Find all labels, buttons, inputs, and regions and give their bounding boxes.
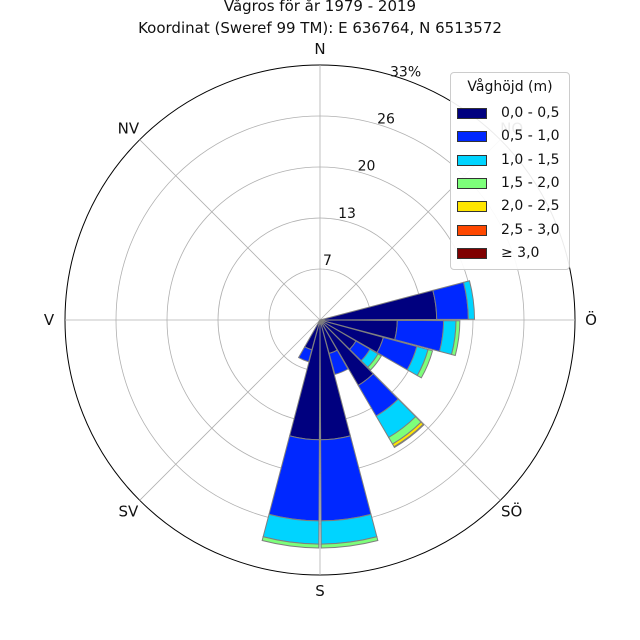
- rose-bar-segment: [393, 423, 425, 449]
- legend-label: 2,0 - 2,5: [501, 198, 560, 215]
- direction-label: V: [44, 311, 55, 329]
- legend-item: 0,5 - 1,0: [457, 127, 567, 147]
- legend-swatch: [457, 154, 487, 166]
- legend-swatch: [457, 224, 487, 236]
- direction-label: NV: [118, 119, 140, 137]
- legend-swatch: [457, 108, 487, 119]
- legend-item: 1,0 - 1,5: [457, 151, 567, 171]
- rose-bar-segment: [320, 536, 379, 549]
- direction-label: N: [314, 40, 325, 58]
- rose-bar-segment: [450, 320, 461, 357]
- rose-bar-segment: [319, 289, 438, 321]
- rose-bar-segment: [416, 348, 434, 379]
- rose-bar-segment: [320, 435, 372, 522]
- legend-swatch: [457, 201, 487, 213]
- rose-bar-segment: [268, 435, 320, 522]
- legend-item: 0,0 - 0,5: [457, 104, 567, 124]
- legend-label: 1,5 - 2,0: [501, 174, 560, 191]
- chart-title: Vågros för år 1979 - 2019: [223, 0, 417, 15]
- legend-item: 2,0 - 2,5: [457, 197, 567, 217]
- rose-bar-segment: [462, 280, 476, 320]
- radial-tick-label: 13: [338, 206, 356, 222]
- legend-swatch: [457, 177, 487, 189]
- radial-tick-label: 20: [358, 159, 376, 175]
- radial-tick-label: 33%: [390, 64, 421, 80]
- rose-bar-segment: [261, 536, 320, 549]
- legend-item: 1,5 - 2,0: [457, 174, 567, 194]
- grid-spoke: [139, 139, 321, 321]
- legend-label: ≥ 3,0: [501, 244, 540, 261]
- legend-label: 0,0 - 0,5: [501, 105, 560, 121]
- radial-tick-label: 7: [323, 253, 332, 269]
- direction-label: SÖ: [501, 502, 522, 521]
- legend-swatch: [457, 247, 487, 259]
- radial-tick-label: 26: [377, 112, 395, 128]
- rose-bars: [261, 280, 476, 549]
- legend-item: ≥ 3,0: [457, 244, 567, 264]
- rose-bar-segment: [367, 353, 383, 371]
- legend: Våghöjd (m) 0,0 - 0,5 0,5 - 1,0 1,0 - 1,5 1…: [450, 72, 570, 270]
- legend-title: Våghöjd (m): [467, 79, 553, 95]
- polar-grid: [64, 64, 576, 576]
- direction-label: S: [315, 582, 325, 600]
- rose-bar-segment: [432, 281, 469, 320]
- rose-bar-segment: [297, 346, 313, 363]
- direction-label: SV: [118, 503, 139, 521]
- legend-label: 2,5 - 3,0: [501, 221, 560, 238]
- legend-swatch: [457, 131, 487, 143]
- legend-label: 0,5 - 1,0: [501, 128, 560, 145]
- direction-label: Ö: [585, 310, 597, 329]
- chart-subtitle: Koordinat (Sweref 99 TM): E 636764, N 65…: [138, 19, 502, 37]
- legend-item: 2,5 - 3,0: [457, 221, 567, 241]
- legend-label: 1,0 - 1,5: [501, 151, 560, 168]
- grid-spoke: [139, 319, 321, 501]
- rose-bar-segment: [328, 349, 349, 376]
